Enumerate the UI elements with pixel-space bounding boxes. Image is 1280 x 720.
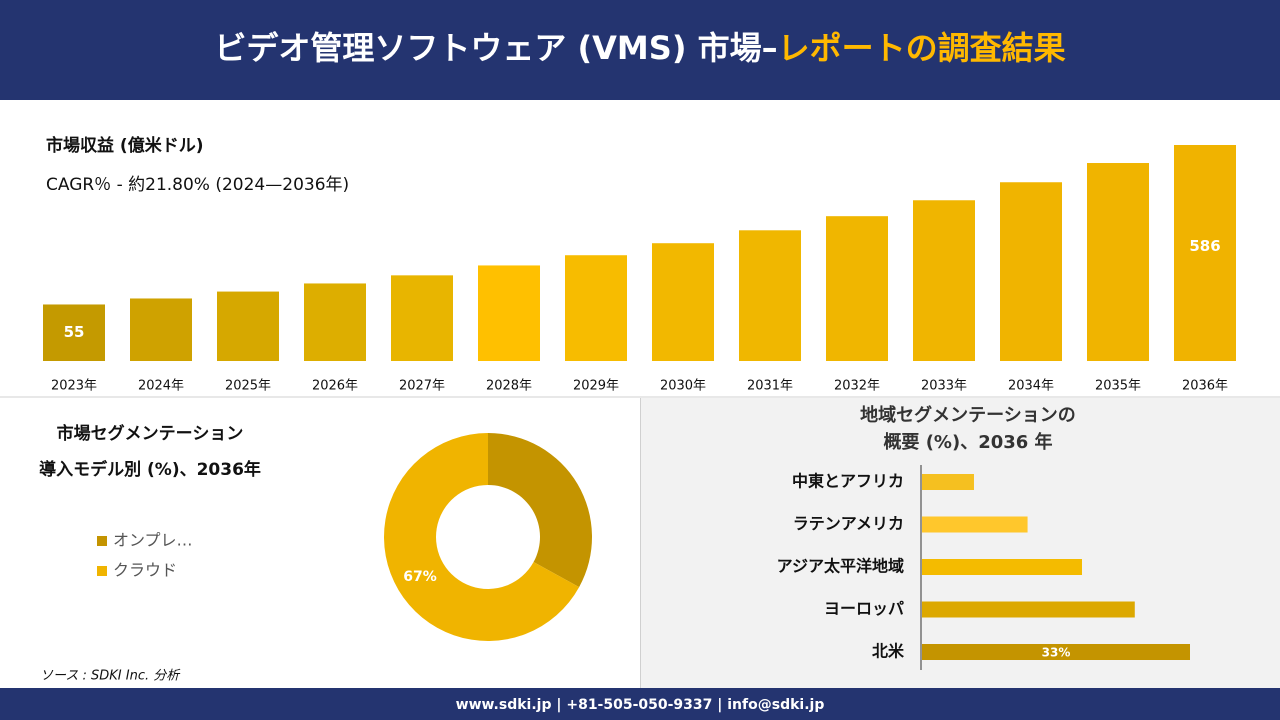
bar	[1174, 145, 1236, 361]
x-tick-label: 2034年	[1008, 379, 1054, 394]
value-label: 33%	[1042, 646, 1071, 660]
y-tick-label: アジア太平洋地域	[777, 557, 904, 576]
x-tick-label: 2026年	[312, 379, 358, 394]
y-tick-label: ラテンアメリカ	[793, 514, 904, 533]
legend-label: クラウド	[113, 561, 177, 580]
legend-label: オンプレ…	[113, 531, 193, 550]
bar	[43, 304, 105, 361]
x-tick-label: 2035年	[1095, 379, 1141, 394]
legend-swatch	[97, 566, 107, 576]
x-tick-label: 2033年	[921, 379, 967, 394]
y-tick-label: ヨーロッパ	[824, 599, 904, 618]
x-tick-label: 2032年	[834, 379, 880, 394]
bar	[739, 230, 801, 361]
x-tick-label: 2027年	[399, 379, 445, 394]
bar	[130, 298, 192, 361]
x-tick-label: 2024年	[138, 379, 184, 394]
bar	[922, 601, 1135, 618]
bar	[565, 255, 627, 361]
chart-title: 地域セグメンテーションの	[860, 404, 1076, 426]
x-tick-label: 2029年	[573, 379, 619, 394]
bar	[391, 275, 453, 361]
donut-slice	[383, 433, 580, 641]
y-tick-label: 中東とアフリカ	[792, 472, 904, 491]
source: ソース : SDKI Inc. 分析	[40, 669, 181, 684]
x-tick-label: 2023年	[51, 379, 97, 394]
title-highlight: レポートの調査結果	[778, 29, 1066, 67]
bar	[1000, 182, 1062, 361]
value-label: 55	[64, 323, 85, 341]
chart-title: 市場収益 (億米ドル)	[46, 135, 203, 156]
region-panel	[641, 398, 1280, 688]
header-bar	[0, 0, 1280, 100]
bar	[478, 265, 540, 361]
chart-subtitle: 概要 (%)、2036 年	[883, 431, 1052, 453]
value-label: 67%	[403, 569, 437, 585]
bar	[913, 200, 975, 361]
bar	[826, 216, 888, 361]
x-tick-label: 2025年	[225, 379, 271, 394]
bar	[922, 474, 974, 490]
bar	[1087, 163, 1149, 361]
chart-subtitle: CAGR％ - 約21.80% (2024—2036年)	[46, 175, 349, 195]
bar	[304, 283, 366, 361]
value-label: 586	[1189, 237, 1220, 255]
footer-text: www.sdki.jp | +81-505-050-9337 | info@sd…	[456, 697, 825, 713]
bar	[922, 516, 1028, 533]
x-tick-label: 2028年	[486, 379, 532, 394]
chart-subtitle: 導入モデル別 (%)、2036年	[39, 459, 261, 480]
chart-title: 市場セグメンテーション	[57, 423, 244, 444]
bar	[217, 291, 279, 361]
x-tick-label: 2036年	[1182, 379, 1228, 394]
y-tick-label: 北米	[872, 642, 905, 661]
x-tick-label: 2030年	[660, 379, 706, 394]
donut-slice	[488, 433, 592, 588]
legend-swatch	[97, 536, 107, 546]
bar	[652, 243, 714, 361]
title-main: ビデオ管理ソフトウェア (VMS) 市場–	[214, 29, 777, 67]
header-title: ビデオ管理ソフトウェア (VMS) 市場–レポートの調査結果	[214, 29, 1065, 67]
footer-bar	[0, 688, 1280, 720]
bar	[922, 644, 1190, 660]
x-tick-label: 2031年	[747, 379, 793, 394]
bar	[922, 559, 1082, 575]
